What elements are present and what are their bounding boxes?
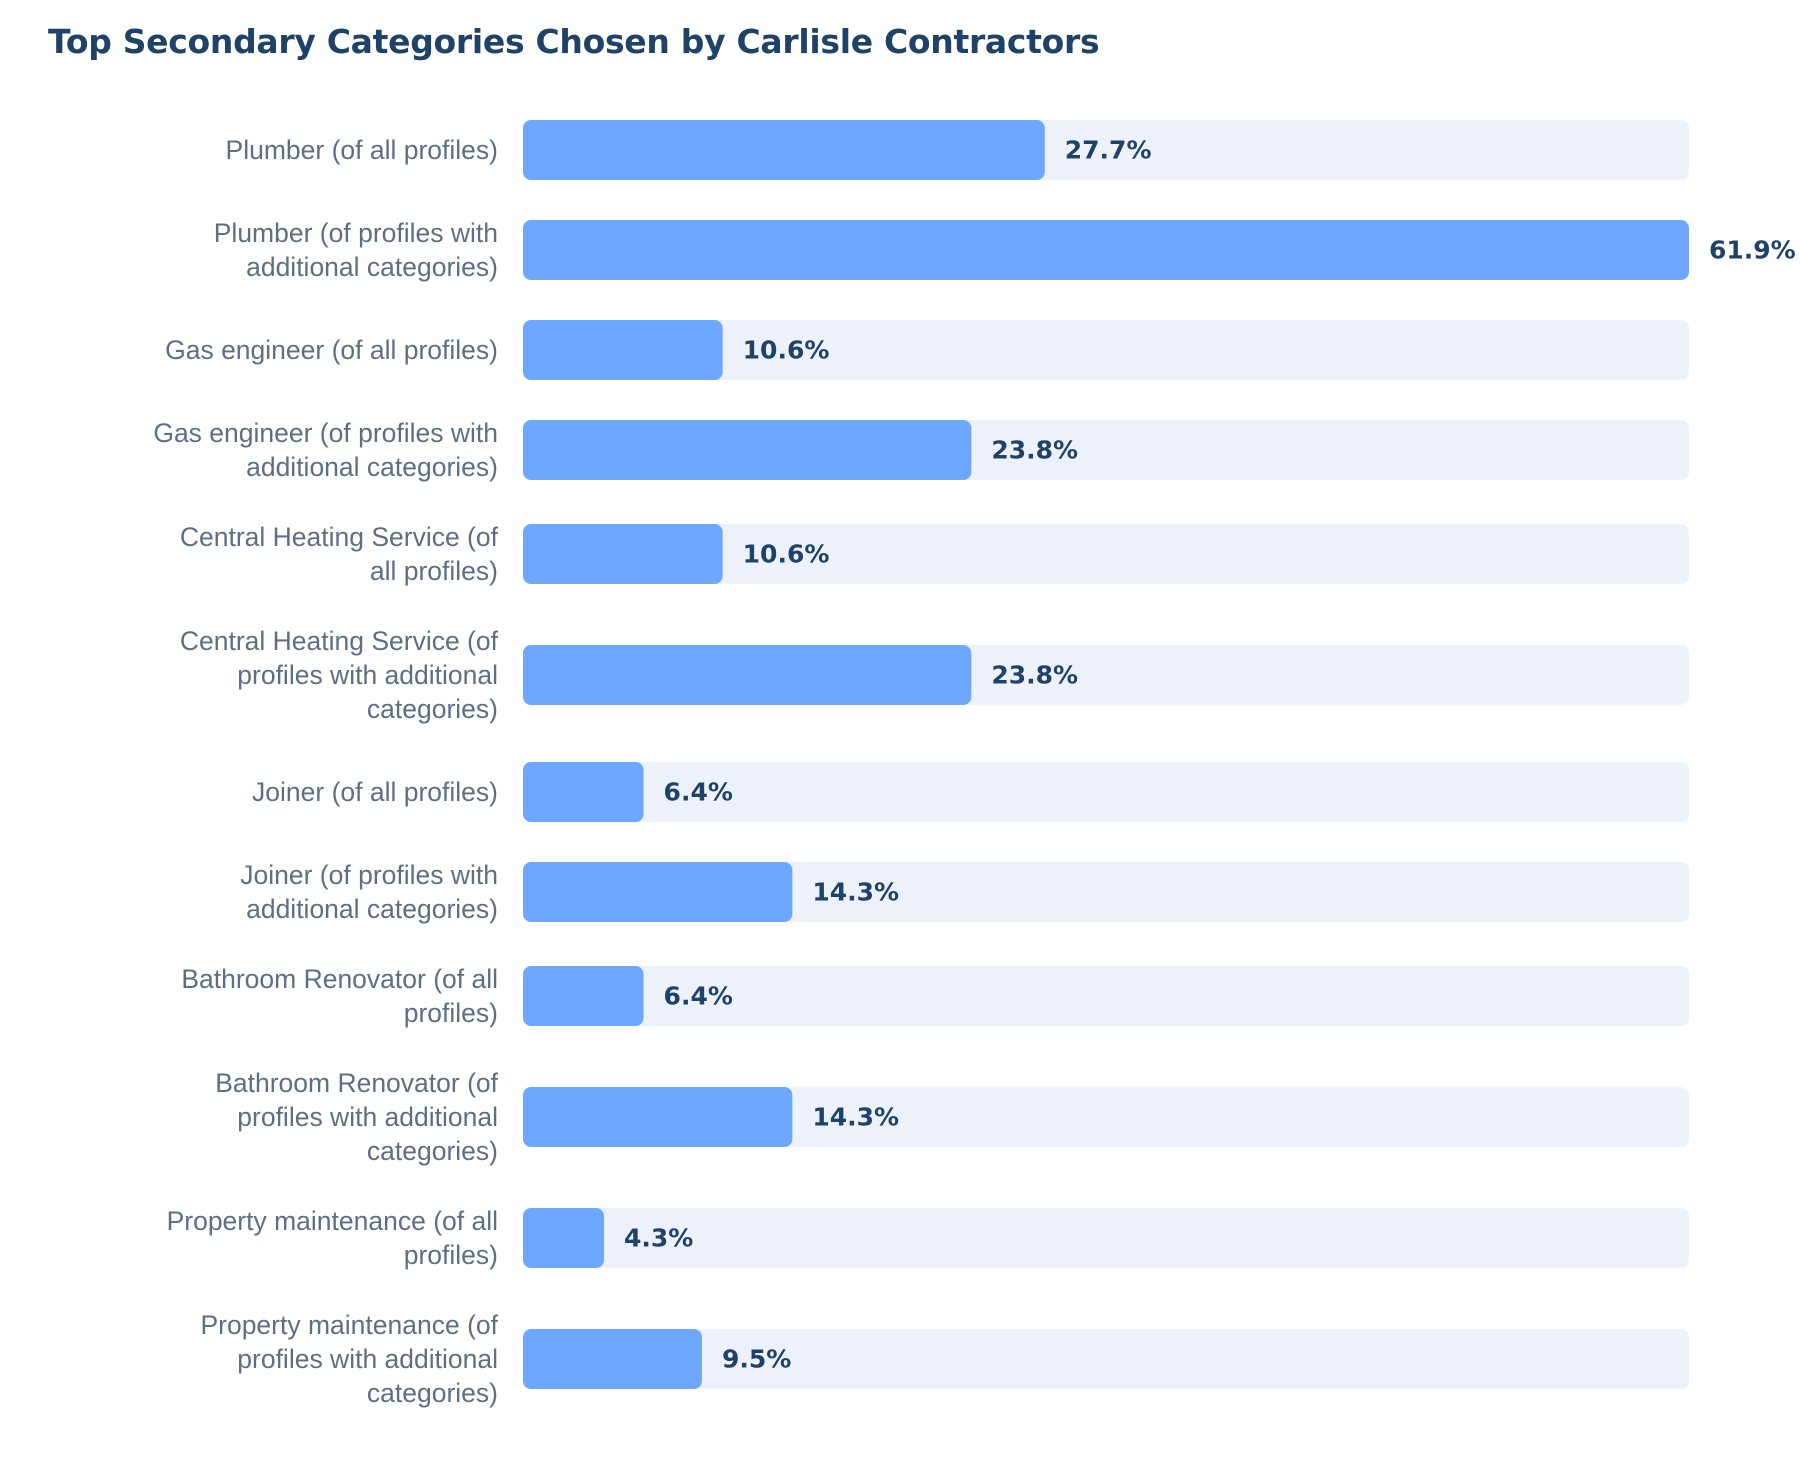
value-label: 61.9% [1709, 236, 1796, 265]
category-label: profiles) [404, 1240, 498, 1270]
bar-track [523, 320, 1689, 380]
value-label: 4.3% [624, 1224, 693, 1253]
category-label: Central Heating Service (of [180, 522, 499, 552]
chart-title: Top Secondary Categories Chosen by Carli… [48, 22, 1100, 61]
category-label: profiles with additional [237, 660, 498, 690]
category-label: Plumber (of profiles with [214, 218, 498, 248]
bar [523, 120, 1045, 180]
category-label: Property maintenance (of all [167, 1206, 498, 1236]
bar-track [523, 1329, 1689, 1389]
category-label: Central Heating Service (of [180, 626, 499, 656]
bar [523, 645, 972, 705]
bar-row: 23.8% Gas engineer (of profiles with addit… [153, 418, 1689, 482]
category-label: additional categories) [246, 894, 498, 924]
category-label: Joiner (of profiles with [240, 860, 498, 890]
bar-row: 10.6% Gas engineer (of all profiles) [165, 320, 1689, 380]
bar [523, 762, 644, 822]
value-label: 9.5% [722, 1345, 791, 1374]
category-label: Plumber (of all profiles) [226, 135, 498, 165]
bar [523, 220, 1689, 280]
bar [523, 862, 793, 922]
value-label: 6.4% [664, 778, 733, 807]
bar-track [523, 1208, 1689, 1268]
value-label: 10.6% [743, 336, 830, 365]
value-label: 23.8% [991, 661, 1078, 690]
category-label: all profiles) [370, 556, 498, 586]
value-label: 27.7% [1065, 136, 1152, 165]
category-label: additional categories) [246, 452, 498, 482]
bar [523, 1087, 793, 1147]
bar-track [523, 862, 1689, 922]
bar-track [523, 762, 1689, 822]
bar-row: 6.4% Bathroom Renovator (of all profiles) [181, 964, 1689, 1028]
value-label: 14.3% [812, 1103, 899, 1132]
bar-track [523, 524, 1689, 584]
bar-row: 10.6% Central Heating Service (of all prof… [180, 522, 1689, 586]
bar [523, 524, 723, 584]
category-label: Bathroom Renovator (of all [181, 964, 498, 994]
bar-row: 4.3% Property maintenance (of all profiles… [167, 1206, 1689, 1270]
bar [523, 966, 644, 1026]
category-label: categories) [367, 1378, 498, 1408]
bar-row: 9.5% Property maintenance (of profiles wit… [200, 1310, 1689, 1408]
category-label: Gas engineer (of profiles with [153, 418, 498, 448]
value-label: 14.3% [812, 878, 899, 907]
category-label: Property maintenance (of [200, 1310, 498, 1340]
category-label: categories) [367, 694, 498, 724]
bar-row: 27.7% Plumber (of all profiles) [226, 120, 1689, 180]
category-label: Gas engineer (of all profiles) [165, 335, 498, 365]
category-label: additional categories) [246, 252, 498, 282]
bar [523, 1329, 702, 1389]
bar-row: 6.4% Joiner (of all profiles) [252, 762, 1689, 822]
bar-track [523, 966, 1689, 1026]
category-label: profiles with additional [237, 1102, 498, 1132]
category-label: categories) [367, 1136, 498, 1166]
bar-track [523, 1087, 1689, 1147]
bar [523, 420, 972, 480]
value-label: 10.6% [743, 540, 830, 569]
category-label: profiles with additional [237, 1344, 498, 1374]
category-label: Joiner (of all profiles) [252, 777, 498, 807]
bar-row: 14.3% Joiner (of profiles with additional … [240, 860, 1689, 924]
value-label: 6.4% [664, 982, 733, 1011]
bar [523, 320, 723, 380]
bar [523, 1208, 604, 1268]
value-label: 23.8% [991, 436, 1078, 465]
category-label: profiles) [404, 998, 498, 1028]
bar-row: 61.9% Plumber (of profiles with additional… [214, 218, 1796, 282]
bar-row: 23.8% Central Heating Service (of profiles… [180, 626, 1689, 724]
category-label: Bathroom Renovator (of [215, 1068, 498, 1098]
bar-row: 14.3% Bathroom Renovator (of profiles with… [215, 1068, 1689, 1166]
